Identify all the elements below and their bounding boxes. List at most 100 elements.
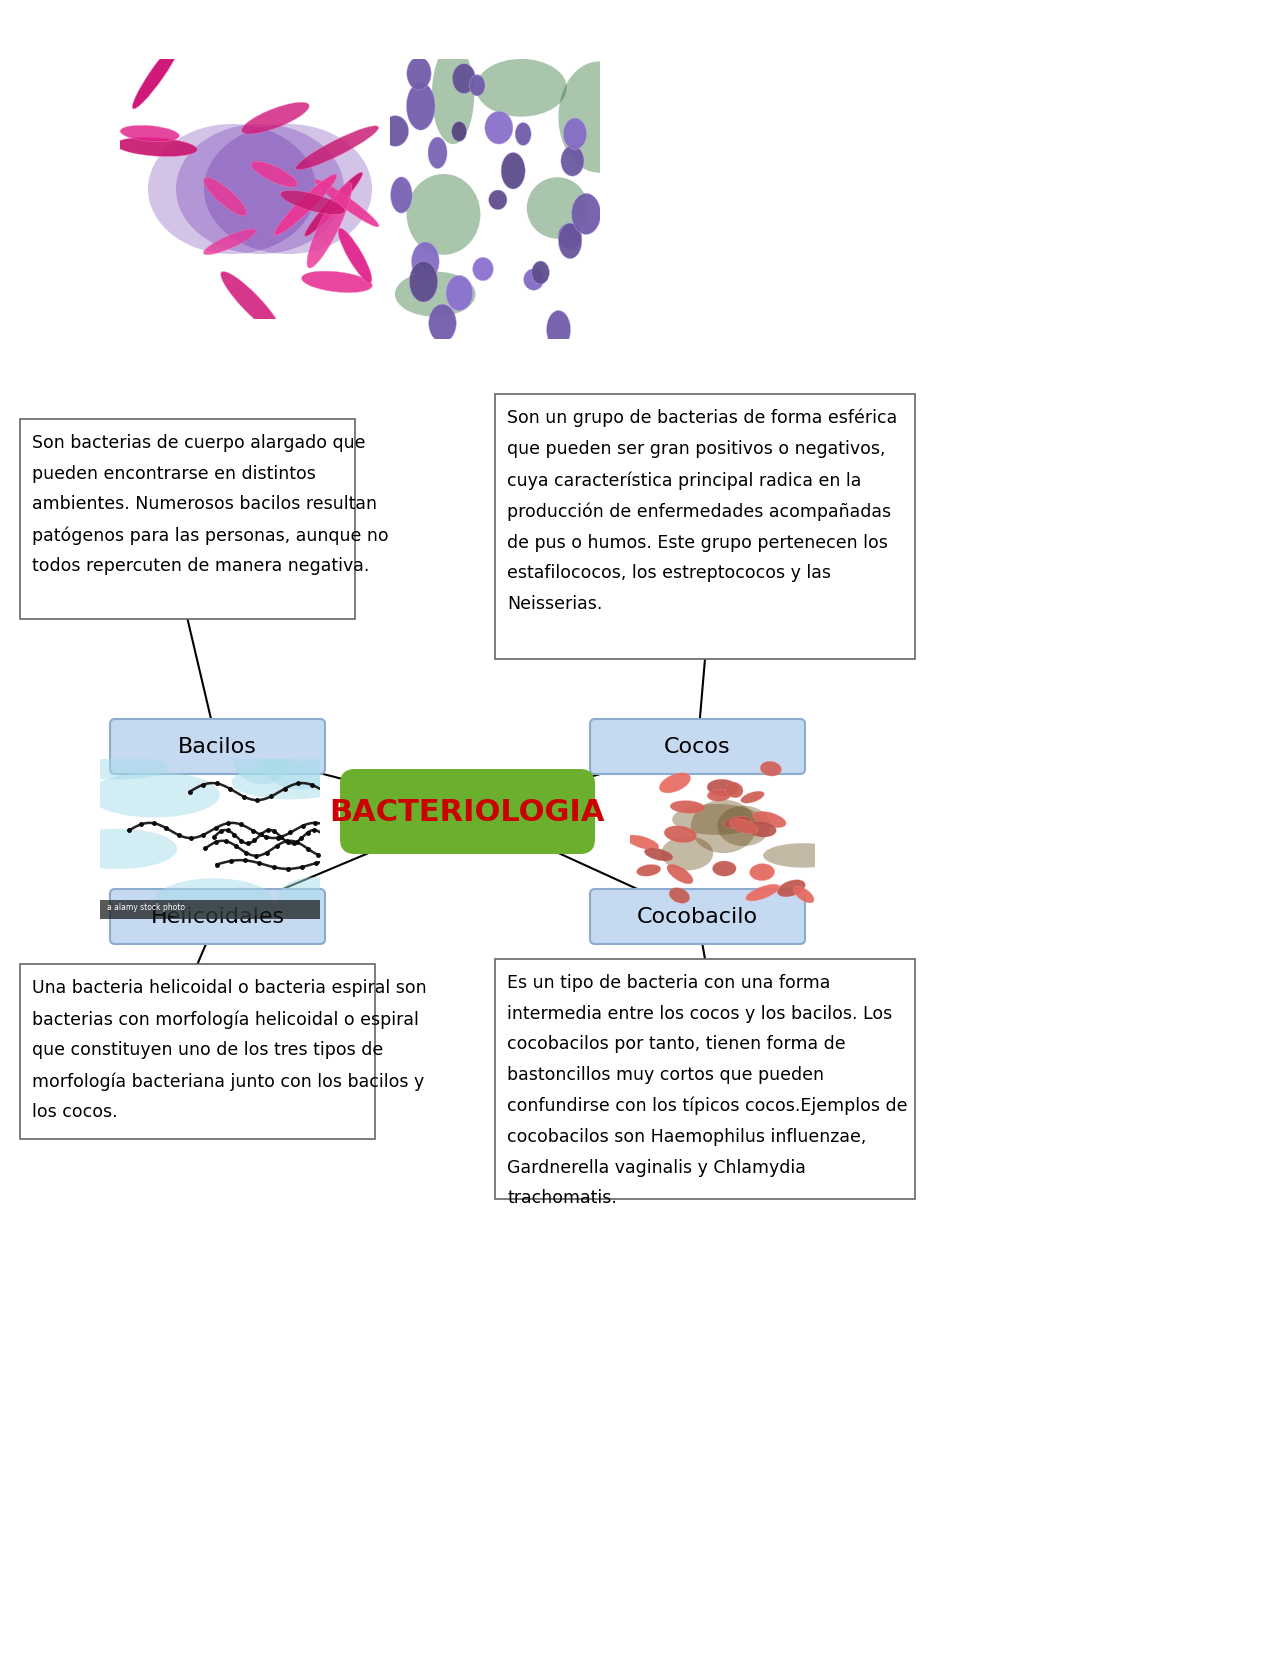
Ellipse shape bbox=[276, 877, 349, 923]
Ellipse shape bbox=[644, 849, 673, 862]
Ellipse shape bbox=[741, 791, 764, 804]
Ellipse shape bbox=[717, 806, 771, 847]
Ellipse shape bbox=[664, 826, 696, 842]
Text: BACTERIOLOGIA: BACTERIOLOGIA bbox=[330, 798, 605, 826]
Text: Son bacterias de cuerpo alargado que
pueden encontrarse en distintos
ambientes. : Son bacterias de cuerpo alargado que pue… bbox=[32, 434, 389, 574]
Ellipse shape bbox=[65, 756, 168, 780]
Ellipse shape bbox=[794, 887, 814, 904]
Ellipse shape bbox=[280, 192, 346, 215]
FancyBboxPatch shape bbox=[590, 889, 805, 945]
Ellipse shape bbox=[381, 116, 408, 147]
Ellipse shape bbox=[500, 154, 525, 190]
Ellipse shape bbox=[636, 866, 660, 877]
FancyBboxPatch shape bbox=[340, 770, 595, 854]
Ellipse shape bbox=[315, 180, 379, 228]
Text: Una bacteria helicoidal o bacteria espiral son
bacterias con morfología helicoid: Una bacteria helicoidal o bacteria espir… bbox=[32, 978, 426, 1120]
Ellipse shape bbox=[708, 789, 731, 801]
Ellipse shape bbox=[338, 228, 372, 283]
Ellipse shape bbox=[746, 885, 780, 902]
Ellipse shape bbox=[669, 889, 690, 904]
Ellipse shape bbox=[485, 113, 513, 146]
Ellipse shape bbox=[713, 862, 736, 877]
Ellipse shape bbox=[90, 773, 220, 818]
Ellipse shape bbox=[220, 273, 282, 334]
Text: Cocobacilo: Cocobacilo bbox=[637, 907, 758, 927]
Text: a alamy stock photo: a alamy stock photo bbox=[106, 902, 184, 912]
Ellipse shape bbox=[204, 124, 372, 255]
Ellipse shape bbox=[390, 177, 412, 213]
Ellipse shape bbox=[746, 821, 776, 837]
FancyBboxPatch shape bbox=[110, 720, 325, 775]
Ellipse shape bbox=[307, 184, 352, 268]
Ellipse shape bbox=[411, 243, 439, 281]
Ellipse shape bbox=[558, 63, 640, 174]
Ellipse shape bbox=[115, 139, 197, 157]
Ellipse shape bbox=[132, 40, 182, 109]
FancyBboxPatch shape bbox=[590, 720, 805, 775]
FancyBboxPatch shape bbox=[110, 889, 325, 945]
FancyBboxPatch shape bbox=[20, 965, 375, 1139]
Ellipse shape bbox=[572, 194, 600, 235]
Ellipse shape bbox=[204, 230, 256, 255]
Ellipse shape bbox=[563, 119, 586, 151]
Text: Son un grupo de bacterias de forma esférica
que pueden ser gran positivos o nega: Son un grupo de bacterias de forma esfér… bbox=[507, 409, 897, 612]
Ellipse shape bbox=[262, 733, 339, 789]
Ellipse shape bbox=[558, 223, 582, 260]
Ellipse shape bbox=[296, 127, 379, 170]
Ellipse shape bbox=[691, 801, 756, 854]
Ellipse shape bbox=[777, 880, 805, 897]
Ellipse shape bbox=[407, 58, 431, 91]
Ellipse shape bbox=[671, 801, 705, 814]
Ellipse shape bbox=[726, 783, 744, 798]
Ellipse shape bbox=[547, 311, 571, 349]
Ellipse shape bbox=[659, 773, 691, 793]
Ellipse shape bbox=[274, 175, 337, 237]
Ellipse shape bbox=[753, 813, 786, 828]
Ellipse shape bbox=[177, 124, 344, 255]
Ellipse shape bbox=[232, 766, 349, 799]
Ellipse shape bbox=[750, 864, 774, 880]
Ellipse shape bbox=[707, 780, 739, 796]
Ellipse shape bbox=[59, 829, 177, 869]
Ellipse shape bbox=[204, 179, 247, 217]
Text: Cocos: Cocos bbox=[664, 736, 731, 756]
Ellipse shape bbox=[527, 179, 588, 240]
Ellipse shape bbox=[730, 819, 758, 834]
Ellipse shape bbox=[489, 190, 507, 210]
Ellipse shape bbox=[302, 271, 372, 293]
Ellipse shape bbox=[155, 879, 273, 923]
Ellipse shape bbox=[407, 83, 435, 131]
Ellipse shape bbox=[429, 305, 456, 343]
Ellipse shape bbox=[445, 276, 472, 311]
Ellipse shape bbox=[452, 122, 467, 142]
Ellipse shape bbox=[724, 816, 750, 829]
Text: Helicoidales: Helicoidales bbox=[151, 907, 284, 927]
FancyBboxPatch shape bbox=[495, 960, 915, 1200]
Ellipse shape bbox=[120, 126, 179, 142]
Ellipse shape bbox=[662, 837, 713, 871]
Ellipse shape bbox=[524, 270, 544, 291]
Ellipse shape bbox=[476, 60, 567, 118]
Ellipse shape bbox=[672, 804, 760, 836]
Ellipse shape bbox=[531, 261, 549, 285]
Ellipse shape bbox=[763, 844, 844, 869]
Text: Es un tipo de bacteria con una forma
intermedia entre los cocos y los bacilos. L: Es un tipo de bacteria con una forma int… bbox=[507, 973, 908, 1206]
Text: Bacilos: Bacilos bbox=[178, 736, 257, 756]
Bar bbox=[100, 900, 320, 920]
Ellipse shape bbox=[407, 175, 480, 255]
Ellipse shape bbox=[452, 65, 476, 94]
Ellipse shape bbox=[470, 76, 485, 98]
Ellipse shape bbox=[305, 174, 362, 237]
Ellipse shape bbox=[667, 866, 692, 884]
Ellipse shape bbox=[428, 137, 447, 169]
Ellipse shape bbox=[251, 162, 298, 189]
Ellipse shape bbox=[472, 258, 493, 281]
Ellipse shape bbox=[233, 736, 291, 784]
Ellipse shape bbox=[410, 261, 438, 303]
Ellipse shape bbox=[242, 103, 310, 136]
Ellipse shape bbox=[148, 124, 316, 255]
Ellipse shape bbox=[515, 124, 531, 146]
Ellipse shape bbox=[558, 223, 581, 250]
Ellipse shape bbox=[760, 761, 781, 776]
Ellipse shape bbox=[431, 46, 474, 146]
